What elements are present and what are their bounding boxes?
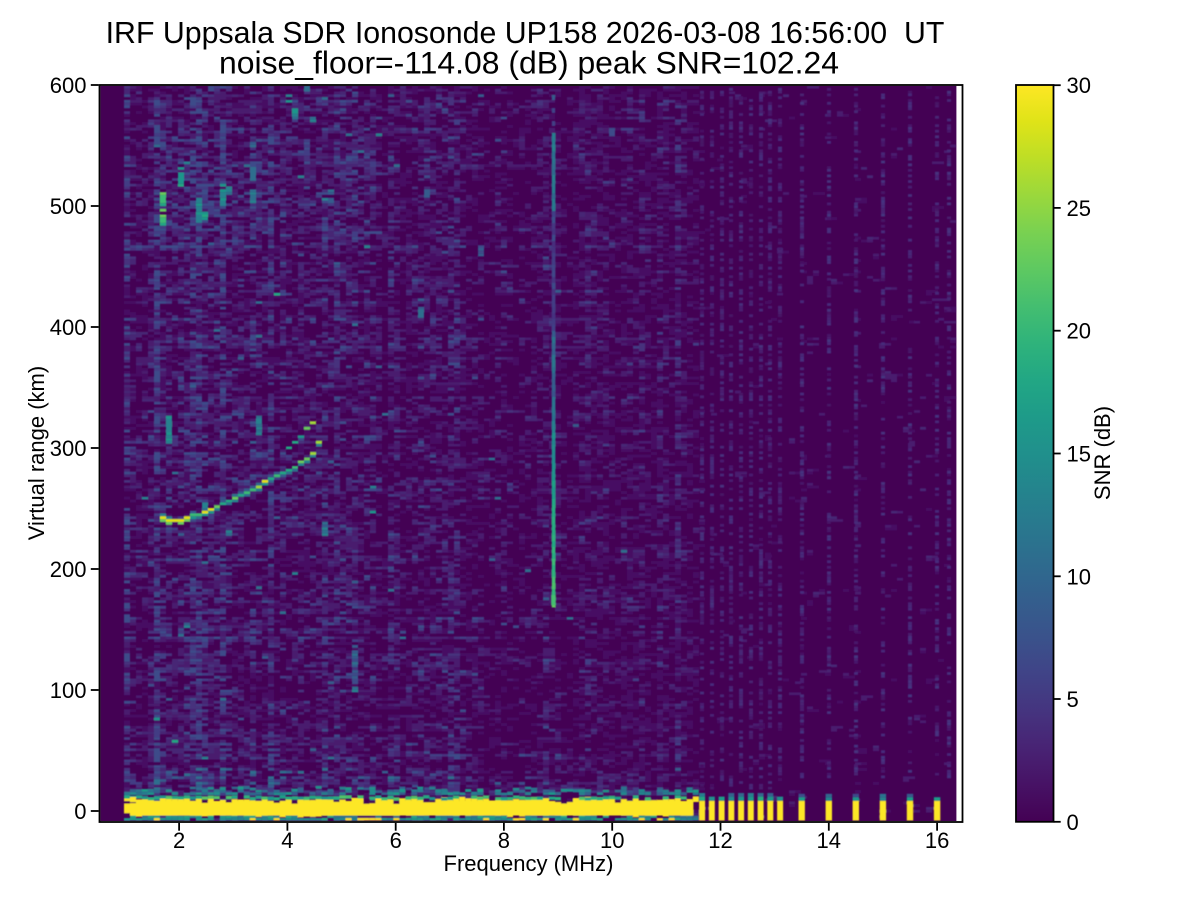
- svg-text:30: 30: [1067, 73, 1091, 98]
- svg-text:100: 100: [50, 678, 87, 703]
- svg-text:SNR (dB): SNR (dB): [1090, 406, 1115, 500]
- svg-text:6: 6: [390, 828, 402, 853]
- svg-text:300: 300: [50, 436, 87, 461]
- svg-text:25: 25: [1067, 196, 1091, 221]
- svg-text:200: 200: [50, 557, 87, 582]
- svg-text:2: 2: [173, 828, 185, 853]
- svg-text:10: 10: [1067, 564, 1091, 589]
- svg-text:4: 4: [281, 828, 293, 853]
- svg-text:12: 12: [708, 828, 732, 853]
- svg-text:5: 5: [1067, 687, 1079, 712]
- svg-text:600: 600: [50, 73, 87, 98]
- svg-text:400: 400: [50, 315, 87, 340]
- svg-text:14: 14: [817, 828, 841, 853]
- svg-text:15: 15: [1067, 442, 1091, 467]
- svg-text:10: 10: [600, 828, 624, 853]
- svg-text:8: 8: [498, 828, 510, 853]
- svg-text:Frequency (MHz): Frequency (MHz): [444, 851, 614, 876]
- svg-text:Virtual range (km): Virtual range (km): [24, 366, 49, 540]
- svg-text:0: 0: [74, 799, 86, 824]
- svg-text:noise_floor=-114.08 (dB) peak: noise_floor=-114.08 (dB) peak SNR=102.24: [219, 45, 839, 81]
- svg-text:0: 0: [1067, 810, 1079, 835]
- svg-text:16: 16: [925, 828, 949, 853]
- svg-text:500: 500: [50, 194, 87, 219]
- svg-text:IRF Uppsala SDR Ionosonde UP15: IRF Uppsala SDR Ionosonde UP158 2026-03-…: [106, 17, 945, 50]
- svg-text:20: 20: [1067, 319, 1091, 344]
